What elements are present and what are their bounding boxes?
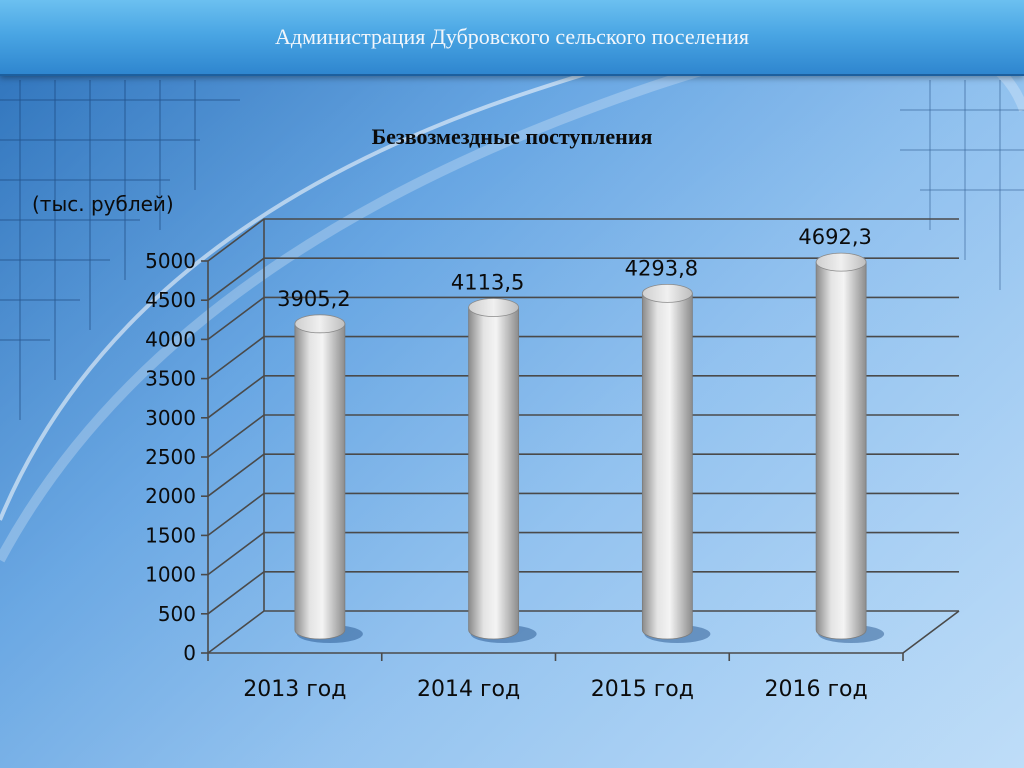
y-tick-label: 4500 <box>145 288 196 312</box>
bar-body <box>815 261 867 640</box>
x-tick-label: 2016 год <box>765 677 868 702</box>
x-tick-label: 2014 год <box>417 677 520 702</box>
y-tick-label: 3000 <box>145 406 196 430</box>
bar-2 <box>468 298 537 643</box>
bar-4 <box>815 252 885 643</box>
bar-3 <box>641 283 711 643</box>
y-tick-label: 500 <box>158 602 196 626</box>
y-tick-label: 2500 <box>145 445 196 469</box>
units-label: (тыс. рублей) <box>32 192 174 216</box>
header-bar: Администрация Дубровского сельского посе… <box>0 0 1024 76</box>
bar-top <box>641 283 693 303</box>
data-label: 4293,8 <box>625 256 698 280</box>
data-label: 3905,2 <box>277 287 350 311</box>
y-tick-label: 4000 <box>145 327 196 351</box>
y-tick-label: 2000 <box>145 484 196 508</box>
bar-body <box>641 292 693 640</box>
bar-top <box>294 314 346 334</box>
y-tick-label: 0 <box>183 641 196 665</box>
data-label: 4113,5 <box>451 271 524 295</box>
y-tick-label: 1500 <box>145 523 196 547</box>
data-label: 4692,3 <box>798 225 871 249</box>
y-tick-label: 3500 <box>145 367 196 391</box>
bar-1 <box>294 314 363 643</box>
bar-body <box>294 323 346 640</box>
header-title: Администрация Дубровского сельского посе… <box>274 24 750 49</box>
bar-top <box>815 252 867 272</box>
x-tick-label: 2013 год <box>243 677 346 702</box>
bar-top <box>468 298 520 317</box>
x-tick-label: 2015 год <box>591 677 694 702</box>
y-tick-label: 5000 <box>145 249 196 273</box>
chart-title: Безвозмездные поступления <box>371 124 653 149</box>
bar-body <box>468 307 520 640</box>
y-tick-label: 1000 <box>145 563 196 587</box>
